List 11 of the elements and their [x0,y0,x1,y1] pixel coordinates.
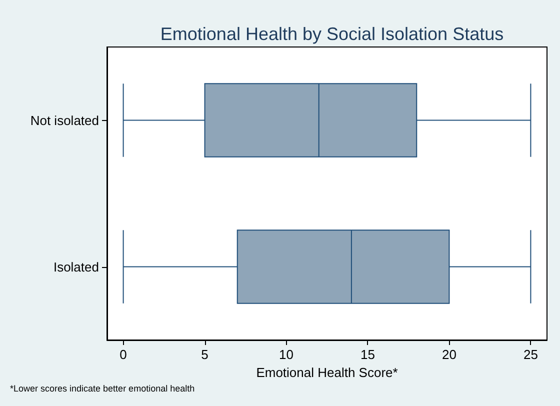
y-tick-label: Isolated [53,259,99,274]
x-tick-label: 15 [360,347,375,362]
chart-title: Emotional Health by Social Isolation Status [160,24,504,44]
x-tick-label: 25 [523,347,538,362]
x-tick-label: 20 [442,347,456,362]
x-tick-label: 10 [279,347,294,362]
x-tick-label: 0 [120,347,127,362]
y-tick-label: Not isolated [30,112,99,128]
x-tick-label: 5 [201,347,208,362]
x-axis-title: Emotional Health Score* [256,364,398,380]
text: *Lower scores indicate better emotional health [10,384,195,394]
